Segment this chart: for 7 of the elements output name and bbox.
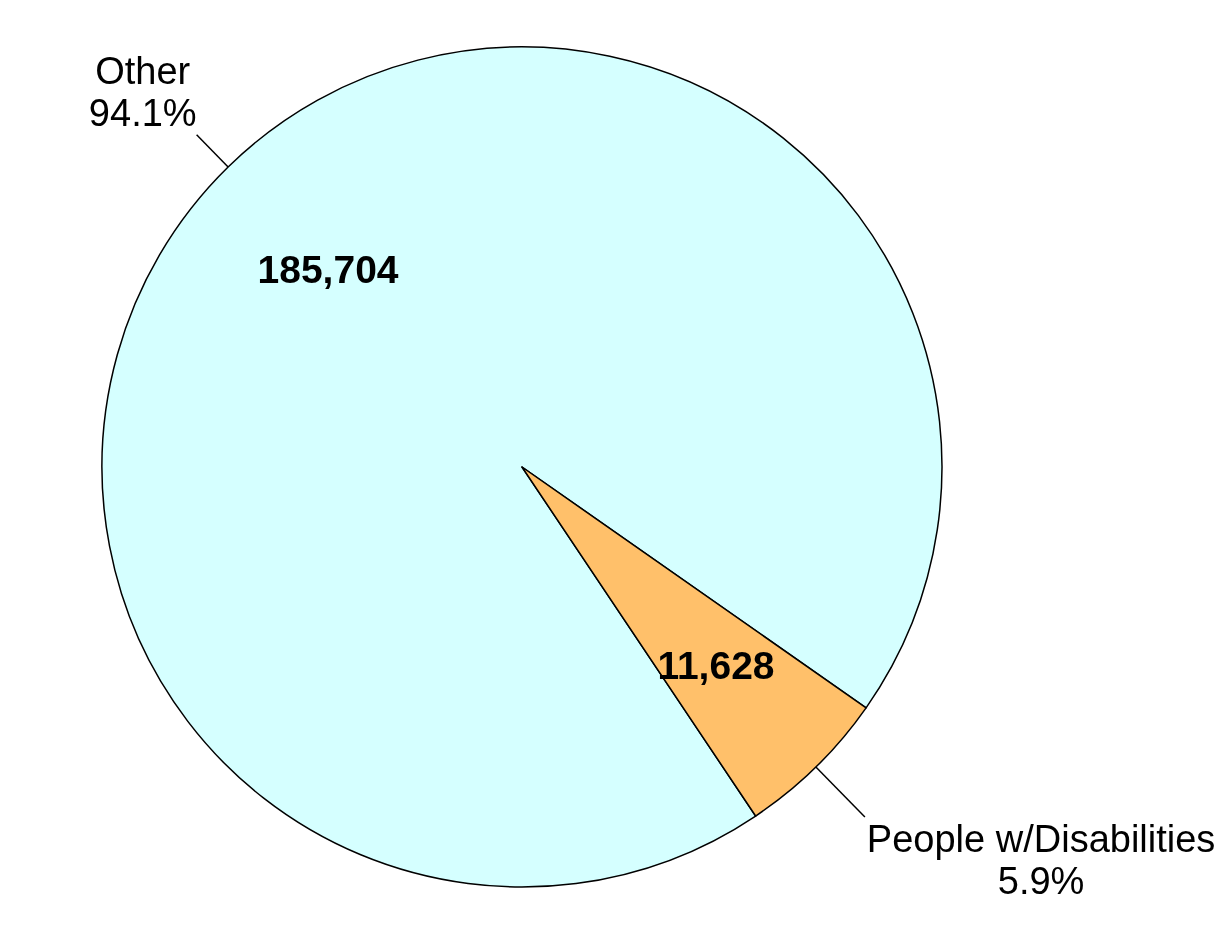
slice-label: Other [95,49,191,92]
data-label: 185,704 [257,247,399,291]
text: 94.1% [88,91,197,134]
text: 5.9% [997,860,1085,903]
data-label: 11,628 [657,644,775,688]
pie-slice [521,466,867,817]
slice-label: People w/Disabilities [866,818,1216,861]
